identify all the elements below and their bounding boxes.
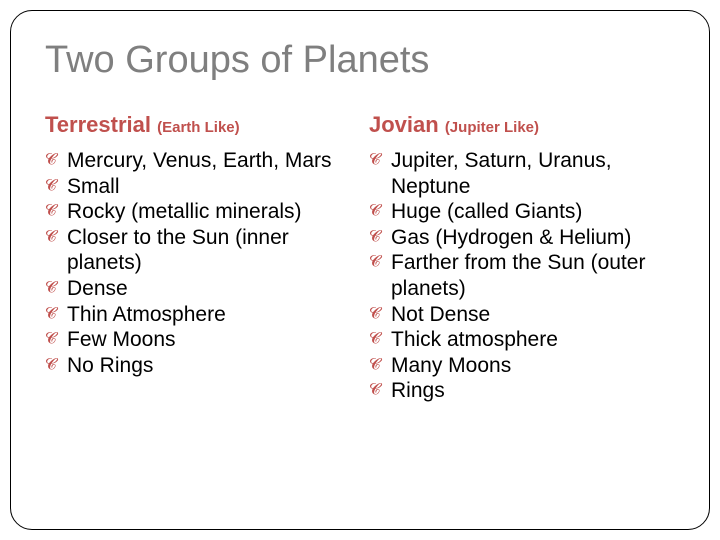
two-column-layout: Terrestrial (Earth Like) Mercury, Venus,…	[45, 112, 675, 404]
list-item: Thick atmosphere	[369, 327, 675, 353]
jovian-heading-main: Jovian	[369, 112, 445, 137]
terrestrial-heading-sub: (Earth Like)	[157, 119, 240, 136]
list-item: Small	[45, 174, 351, 200]
list-item: Mercury, Venus, Earth, Mars	[45, 148, 351, 174]
list-item: Thin Atmosphere	[45, 302, 351, 328]
list-item: Few Moons	[45, 327, 351, 353]
list-item: No Rings	[45, 353, 351, 379]
list-item: Huge (called Giants)	[369, 199, 675, 225]
terrestrial-column: Terrestrial (Earth Like) Mercury, Venus,…	[45, 112, 351, 404]
list-item: Closer to the Sun (inner planets)	[45, 225, 351, 276]
list-item: Jupiter, Saturn, Uranus, Neptune	[369, 148, 675, 199]
list-item: Gas (Hydrogen & Helium)	[369, 225, 675, 251]
jovian-list: Jupiter, Saturn, Uranus, Neptune Huge (c…	[369, 148, 675, 404]
list-item: Rocky (metallic minerals)	[45, 199, 351, 225]
list-item: Many Moons	[369, 353, 675, 379]
terrestrial-heading: Terrestrial (Earth Like)	[45, 112, 351, 138]
list-item: Rings	[369, 378, 675, 404]
jovian-heading-sub: (Jupiter Like)	[445, 119, 539, 136]
list-item: Dense	[45, 276, 351, 302]
list-item: Not Dense	[369, 302, 675, 328]
jovian-heading: Jovian (Jupiter Like)	[369, 112, 675, 138]
slide-frame: Two Groups of Planets Terrestrial (Earth…	[10, 10, 710, 530]
list-item: Farther from the Sun (outer planets)	[369, 250, 675, 301]
slide-title: Two Groups of Planets	[45, 39, 675, 82]
jovian-column: Jovian (Jupiter Like) Jupiter, Saturn, U…	[369, 112, 675, 404]
terrestrial-list: Mercury, Venus, Earth, Mars Small Rocky …	[45, 148, 351, 378]
terrestrial-heading-main: Terrestrial	[45, 112, 157, 137]
